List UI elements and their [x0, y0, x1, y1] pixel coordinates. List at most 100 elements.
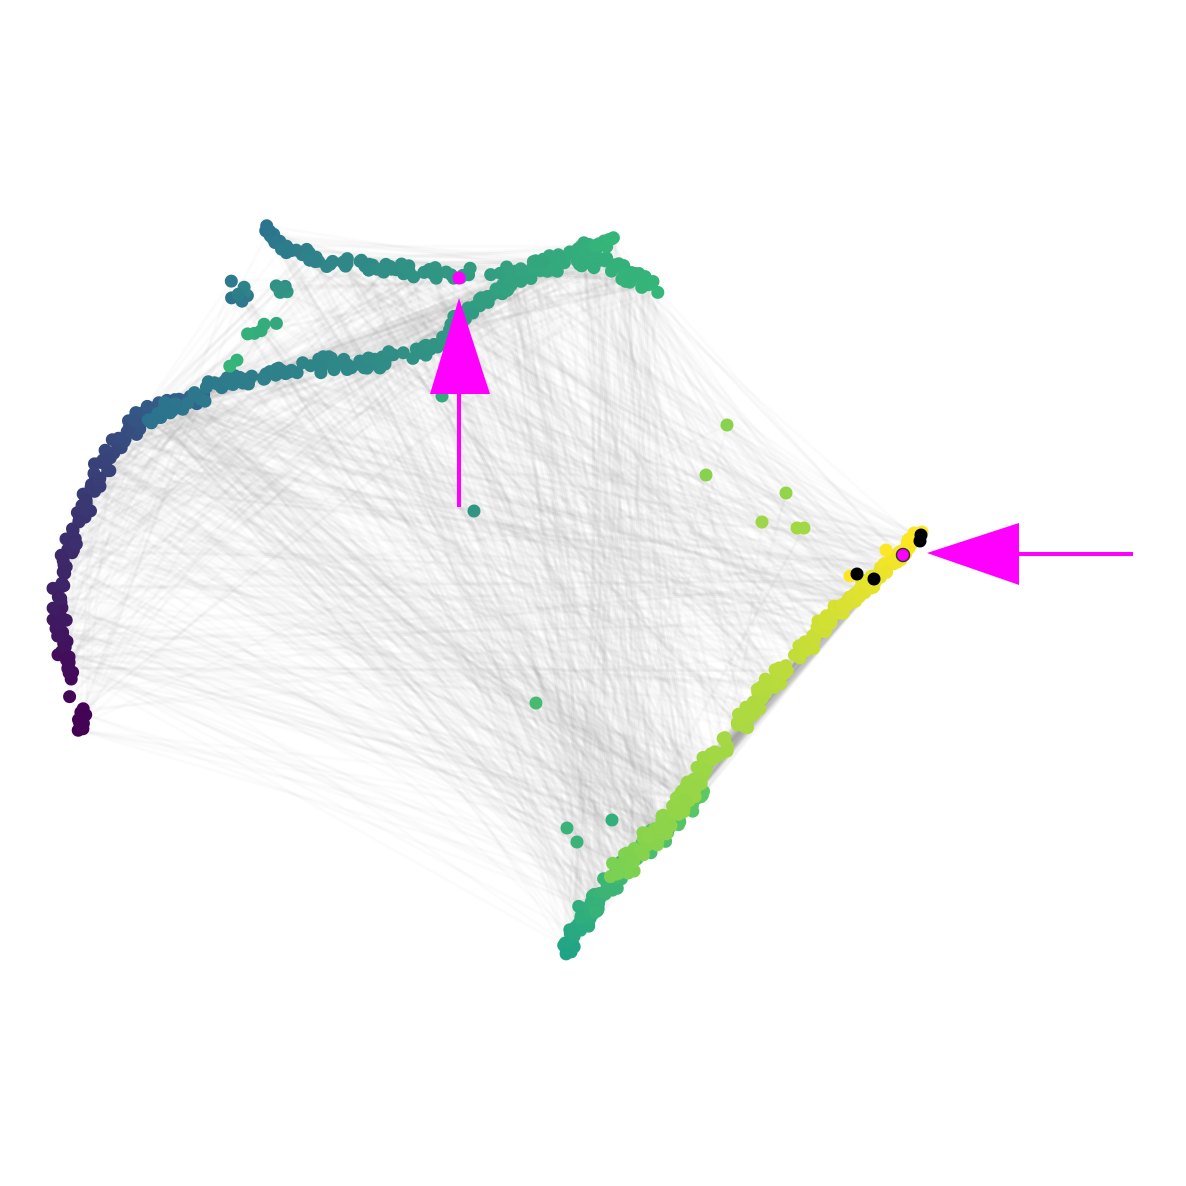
node-top-ridge	[314, 366, 328, 380]
node-right-diagonal	[699, 763, 713, 777]
node-top-ridge	[577, 243, 591, 257]
node-left-arc	[117, 435, 131, 448]
node-top-ridge	[269, 316, 283, 330]
node-right-diagonal	[716, 732, 730, 745]
node-left-arc	[63, 690, 77, 704]
node-left-arc	[46, 601, 60, 615]
node-top-ridge	[586, 249, 600, 263]
node-lower-left-knot	[588, 905, 602, 919]
node-right-diagonal	[677, 793, 691, 807]
upward-arrow-head	[430, 298, 490, 394]
node-top-ridge	[328, 356, 342, 370]
node-right-diagonal	[699, 468, 713, 482]
node-top-ridge	[276, 283, 289, 296]
node-top-ridge	[181, 396, 195, 410]
node-top-ridge	[651, 285, 665, 299]
node-top-ridge	[524, 272, 538, 285]
node-right-diagonal	[788, 648, 801, 662]
magenta-node-right	[895, 547, 911, 563]
node-top-ridge	[466, 306, 480, 320]
upward-arrow	[430, 298, 490, 507]
node-right-diagonal	[779, 486, 793, 500]
node-top-ridge	[382, 345, 396, 359]
node-top-ridge	[480, 290, 494, 303]
node-left-arc	[51, 629, 65, 643]
node-top-ridge	[258, 372, 272, 386]
node-top-ridge	[316, 350, 330, 364]
node-top-ridge	[627, 269, 640, 282]
node-top-ridge	[163, 406, 177, 420]
node-top-ridge	[503, 264, 517, 278]
highlight-node	[867, 572, 881, 586]
node-top-ridge	[609, 258, 623, 272]
node-top-ridge	[427, 337, 441, 351]
leftward-arrow-head	[927, 523, 1019, 585]
node-right-diagonal	[691, 778, 705, 792]
node-top-ridge	[535, 255, 549, 269]
node-top-ridge	[467, 504, 481, 518]
node-top-ridge	[231, 287, 245, 301]
node-top-ridge	[551, 248, 565, 262]
node-right-diagonal	[806, 631, 820, 645]
node-right-diagonal	[880, 565, 894, 579]
node-right-diagonal	[879, 543, 893, 557]
node-left-arc	[79, 708, 93, 722]
node-left-arc	[92, 474, 106, 488]
node-top-ridge	[570, 254, 584, 268]
node-top-ridge	[545, 263, 559, 277]
node-left-arc	[101, 452, 115, 466]
node-right-diagonal	[667, 803, 681, 817]
node-right-diagonal	[741, 721, 754, 735]
node-right-diagonal	[797, 521, 811, 535]
node-left-arc	[55, 576, 69, 590]
node-top-ridge	[602, 233, 616, 247]
node-top-ridge	[489, 282, 503, 296]
arrow-layer	[430, 298, 1133, 585]
node-right-diagonal	[823, 616, 837, 629]
node-top-ridge	[646, 275, 660, 288]
highlight-node	[914, 528, 928, 542]
node-top-ridge	[399, 260, 412, 274]
node-right-diagonal	[854, 588, 868, 602]
node-top-ridge	[263, 224, 277, 238]
node-right-diagonal	[837, 598, 850, 612]
node-top-ridge	[218, 374, 232, 388]
node-top-ridge	[148, 412, 162, 425]
node-top-ridge	[361, 351, 375, 365]
node-right-diagonal	[655, 809, 669, 823]
node-right-diagonal	[755, 515, 769, 529]
highlight-layer	[452, 271, 929, 586]
node-top-ridge	[378, 357, 392, 371]
node-top-ridge	[598, 252, 611, 266]
node-top-ridge	[304, 359, 318, 373]
node-top-ridge	[336, 255, 350, 269]
node-right-diagonal	[712, 747, 726, 761]
node-left-arc	[54, 592, 68, 605]
node-top-ridge	[241, 327, 255, 341]
node-left-arc	[75, 499, 89, 512]
node-right-diagonal	[750, 682, 764, 696]
node-top-ridge	[323, 257, 337, 271]
node-right-diagonal	[720, 418, 734, 432]
node-left-arc	[62, 651, 76, 665]
node-top-ridge	[463, 261, 477, 275]
node-top-ridge	[272, 361, 286, 375]
node-right-diagonal	[732, 707, 745, 721]
node-right-diagonal	[642, 829, 656, 843]
node-right-diagonal	[636, 848, 650, 862]
node-left-arc	[54, 548, 68, 562]
node-right-diagonal	[760, 678, 774, 692]
node-top-ridge	[514, 274, 528, 288]
magenta-node-top	[452, 271, 466, 285]
node-left-arc	[66, 523, 80, 537]
node-top-ridge	[223, 359, 237, 373]
node-top-ridge	[257, 317, 271, 331]
node-top-ridge	[426, 267, 440, 281]
edge-layer	[53, 226, 918, 954]
node-right-diagonal	[744, 709, 758, 723]
node-top-ridge	[379, 257, 393, 271]
node-top-ridge	[353, 254, 367, 268]
node-lower-left-knot	[529, 696, 543, 710]
